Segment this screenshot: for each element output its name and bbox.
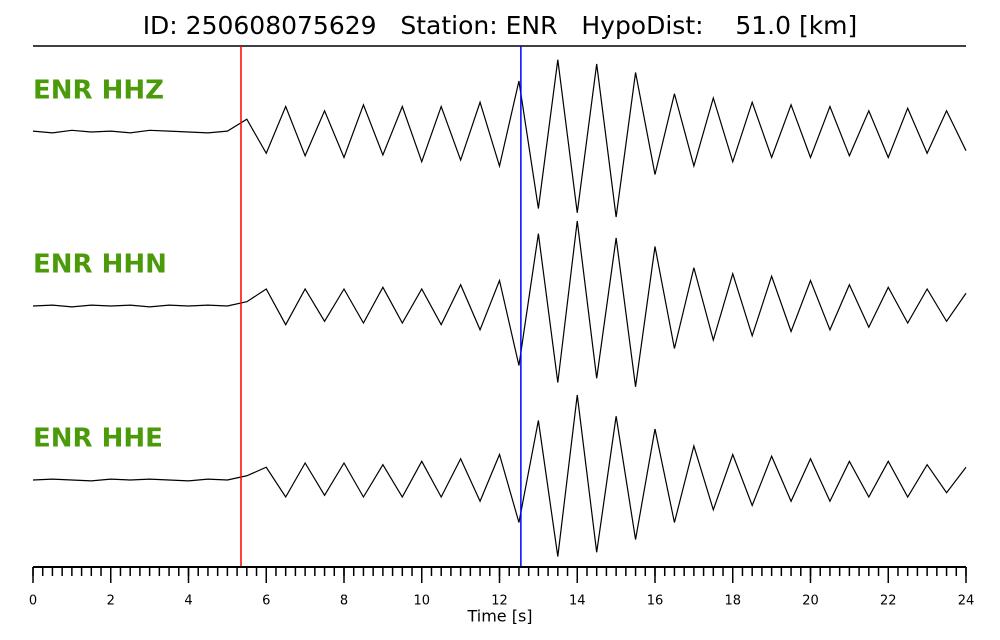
x-tick-label: 14 xyxy=(569,594,586,609)
chart-title: ID: 250608075629 Station: ENR HypoDist: … xyxy=(143,11,858,40)
x-tick-label: 22 xyxy=(880,594,897,609)
x-tick-label: 2 xyxy=(107,594,115,609)
x-axis-label: Time [s] xyxy=(466,607,532,626)
x-tick-label: 18 xyxy=(724,594,741,609)
x-tick-label: 6 xyxy=(262,594,270,609)
trace-label: ENR HHN xyxy=(33,250,167,280)
waveform xyxy=(32,220,967,387)
x-tick-label: 10 xyxy=(413,594,430,609)
x-tick-label: 12 xyxy=(491,594,508,609)
x-tick-label: 24 xyxy=(958,594,975,609)
x-tick-label: 20 xyxy=(802,594,819,609)
trace-label: ENR HHE xyxy=(33,424,163,454)
trace-label: ENR HHZ xyxy=(33,76,164,106)
waveform xyxy=(32,394,967,557)
x-tick-label: 16 xyxy=(647,594,664,609)
x-tick-label: 0 xyxy=(29,594,37,609)
x-tick-label: 8 xyxy=(340,594,348,609)
x-tick-label: 4 xyxy=(184,594,192,609)
waveform xyxy=(32,59,967,218)
